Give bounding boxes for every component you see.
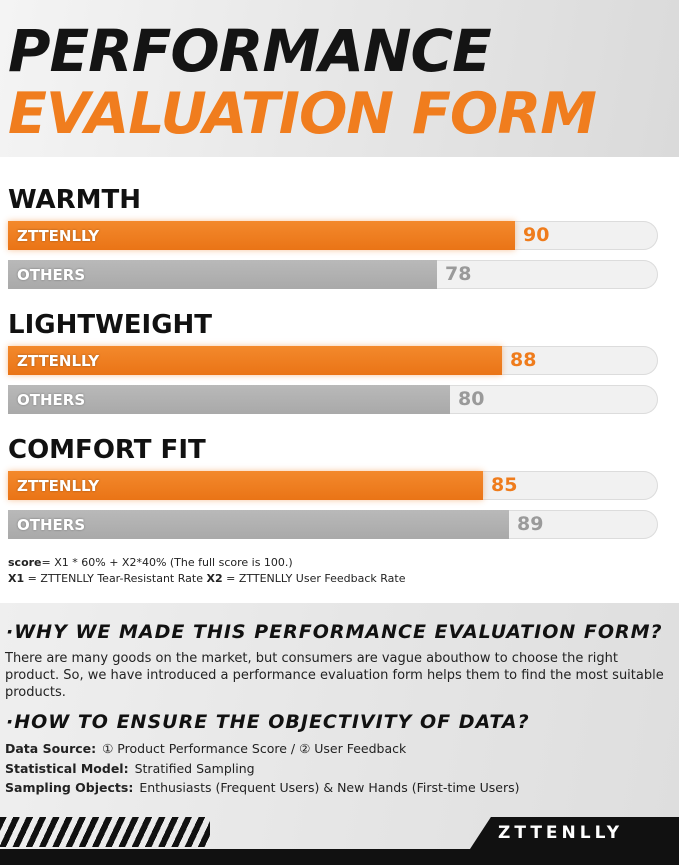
score-formula-text: = X1 * 60% + X2*40% (The full score is 1… [41, 556, 293, 569]
bar-label: OTHERS [17, 266, 86, 284]
bar-label: ZTTENLLY [17, 352, 100, 370]
diagonal-stripes-decoration [0, 817, 210, 847]
bar-warmth-zttenlly [8, 221, 515, 250]
info-section: ·WHY WE MADE THIS PERFORMANCE EVALUATION… [0, 603, 679, 865]
data-label: 89 [517, 513, 544, 535]
why-heading: ·WHY WE MADE THIS PERFORMANCE EVALUATION… [6, 621, 663, 643]
bar-lightweight-others [8, 385, 450, 414]
statistical-model-value: Stratified Sampling [134, 761, 255, 776]
performance-bar-chart: WARMTH ZTTENLLY 90 OTHERS 78 LIGHTWEIGHT ZTTEN… [0, 157, 679, 603]
data-label: 78 [445, 263, 472, 285]
x1-definition: = ZTTENLLY Tear-Resistant Rate [24, 572, 207, 585]
sampling-objects-key: Sampling Objects: [5, 780, 134, 795]
score-formula: score= X1 * 60% + X2*40% (The full score… [8, 555, 405, 587]
bar-track: ZTTENLLY 90 [8, 221, 658, 250]
statistical-model-row: Statistical Model: Stratified Sampling [5, 761, 255, 776]
bar-warmth-others [8, 260, 437, 289]
data-source-value: ① Product Performance Score / ② User Fee… [102, 741, 407, 756]
why-text: There are many goods on the market, but … [5, 651, 664, 700]
score-definitions-line: X1 = ZTTENLLY Tear-Resistant Rate X2 = Z… [8, 571, 405, 587]
logo-plate [470, 817, 679, 849]
data-label: 88 [510, 349, 537, 371]
bar-comfort-fit-others [8, 510, 509, 539]
sampling-objects-row: Sampling Objects: Enthusiasts (Frequent U… [5, 780, 520, 795]
group-title-1: LIGHTWEIGHT [8, 310, 213, 340]
x2-definition: = ZTTENLLY User Feedback Rate [222, 572, 406, 585]
bar-label: OTHERS [17, 516, 86, 534]
group-title-0: WARMTH [8, 185, 142, 215]
page-title-line-1: PERFORMANCE [8, 17, 492, 85]
footer-band: ZTTENLLY [0, 815, 679, 865]
score-label: score [8, 556, 42, 569]
bar-track: OTHERS 89 [8, 510, 658, 539]
bar-track: ZTTENLLY 88 [8, 346, 658, 375]
statistical-model-key: Statistical Model: [5, 761, 129, 776]
data-label: 85 [491, 474, 518, 496]
data-source-row: Data Source: ① Product Performance Score … [5, 741, 406, 756]
bar-lightweight-zttenlly [8, 346, 502, 375]
header-banner: PERFORMANCE EVALUATION FORM [0, 0, 679, 157]
bar-track: OTHERS 78 [8, 260, 658, 289]
data-source-key: Data Source: [5, 741, 97, 756]
group-title-2: COMFORT FIT [8, 435, 206, 465]
data-label: 90 [523, 224, 550, 246]
sampling-objects-value: Enthusiasts (Frequent Users) & New Hands… [139, 780, 520, 795]
score-formula-line: score= X1 * 60% + X2*40% (The full score… [8, 555, 405, 571]
bar-label: ZTTENLLY [17, 227, 100, 245]
bar-track: OTHERS 80 [8, 385, 658, 414]
data-label: 80 [458, 388, 485, 410]
x2-label: X2 [206, 572, 223, 585]
objectivity-heading: ·HOW TO ENSURE THE OBJECTIVITY OF DATA? [6, 711, 530, 733]
bar-comfort-fit-zttenlly [8, 471, 483, 500]
bar-label: ZTTENLLY [17, 477, 100, 495]
page-title-line-2: EVALUATION FORM [8, 81, 597, 147]
brand-logo: ZTTENLLY [498, 823, 624, 843]
bar-label: OTHERS [17, 391, 86, 409]
x1-label: X1 [8, 572, 25, 585]
footer-black-band [0, 849, 679, 865]
bar-track: ZTTENLLY 85 [8, 471, 658, 500]
